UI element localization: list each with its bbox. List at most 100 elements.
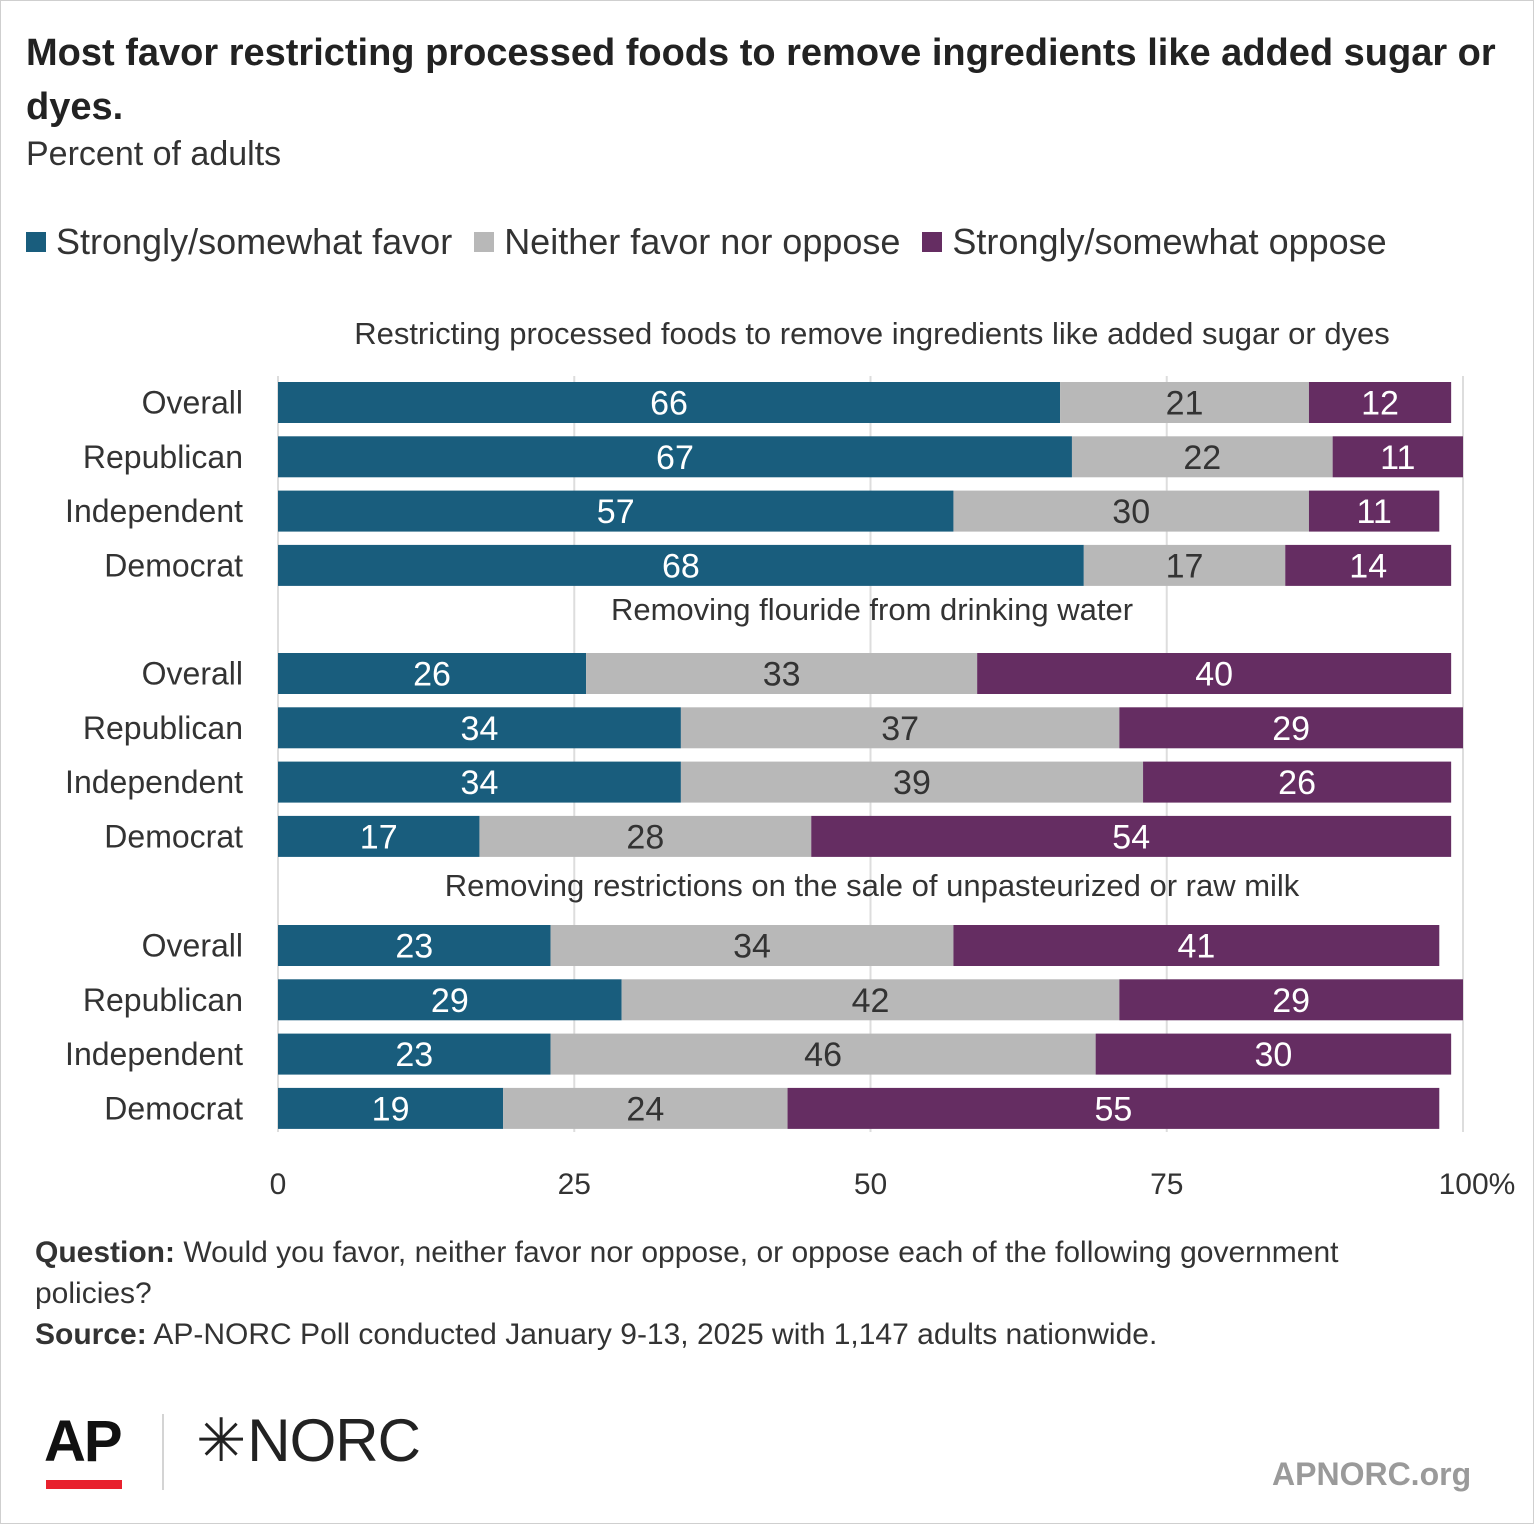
bar-segment-neither xyxy=(479,815,812,857)
data-label-favor: 23 xyxy=(395,1036,433,1074)
data-label-favor: 67 xyxy=(656,439,694,477)
bar-segment-favor xyxy=(278,761,681,803)
data-label-favor: 29 xyxy=(431,982,469,1020)
data-label-favor: 57 xyxy=(597,493,635,531)
question-text: Would you favor, neither favor nor oppos… xyxy=(35,1236,1339,1310)
data-label-oppose: 54 xyxy=(1112,818,1150,856)
bar-segment-favor xyxy=(278,382,1061,423)
bar-segment-neither xyxy=(550,1033,1096,1075)
data-label-favor: 26 xyxy=(413,656,451,694)
bar-segment-neither xyxy=(621,979,1120,1021)
category-label: Republican xyxy=(83,710,243,746)
category-label: Democrat xyxy=(104,818,243,854)
bar-segment-neither xyxy=(586,653,978,694)
data-label-neither: 46 xyxy=(804,1036,842,1074)
data-label-neither: 24 xyxy=(626,1090,664,1128)
ap-logo: AP xyxy=(44,1409,123,1474)
data-label-neither: 33 xyxy=(763,656,801,694)
x-tick-label: 100% xyxy=(1439,1168,1516,1201)
bar-segment-oppose xyxy=(953,925,1440,966)
data-label-neither: 37 xyxy=(881,710,919,748)
bar-segment-neither xyxy=(953,490,1309,532)
source-text: AP-NORC Poll conducted January 9-13, 202… xyxy=(146,1318,1158,1351)
legend-item-favor: Strongly/somewhat favor xyxy=(26,221,452,263)
data-label-oppose: 26 xyxy=(1278,764,1316,802)
source-note: Source: AP-NORC Poll conducted January 9… xyxy=(35,1314,1455,1355)
legend-label-oppose: Strongly/somewhat oppose xyxy=(952,221,1387,262)
source-label: Source: xyxy=(35,1318,147,1351)
data-label-favor: 68 xyxy=(662,547,700,585)
data-label-favor: 34 xyxy=(461,710,499,748)
data-label-oppose: 41 xyxy=(1177,928,1215,966)
category-label: Democrat xyxy=(104,1090,243,1126)
question-label: Question: xyxy=(35,1236,175,1269)
category-label: Independent xyxy=(65,493,243,529)
chart-notes: Question: Would you favor, neither favor… xyxy=(35,1232,1455,1355)
category-label: Overall xyxy=(142,385,243,421)
x-tick-label: 75 xyxy=(1150,1168,1183,1201)
stacked-bar-chart: 0 25 50 75 100% Restricting processed foods t… xyxy=(65,316,1516,1201)
category-label: Overall xyxy=(142,928,243,964)
bar-segment-favor xyxy=(278,653,587,694)
panel-title: Restricting processed foods to remove in… xyxy=(354,316,1390,351)
data-label-oppose: 30 xyxy=(1254,1036,1292,1074)
bar-segment-oppose xyxy=(1308,382,1452,423)
data-label-oppose: 55 xyxy=(1095,1090,1133,1128)
bar-segment-oppose xyxy=(977,653,1452,694)
x-tick-label: 25 xyxy=(558,1168,591,1201)
bar-segment-neither xyxy=(503,1087,788,1129)
legend-label-favor: Strongly/somewhat favor xyxy=(56,221,453,262)
chart-title: Most favor restricting processed foods t… xyxy=(26,32,1496,128)
data-label-favor: 23 xyxy=(395,928,433,966)
question-note: Question: Would you favor, neither favor… xyxy=(35,1232,1455,1314)
chart-legend: Strongly/somewhat favor Neither favor no… xyxy=(26,220,1409,264)
panel-title: Removing restrictions on the sale of unp… xyxy=(445,868,1300,903)
bar-segment-favor xyxy=(278,925,551,966)
bar-segment-oppose xyxy=(1308,490,1440,532)
bar-segment-neither xyxy=(1083,544,1286,586)
data-label-favor: 34 xyxy=(461,764,499,802)
x-tick-label: 50 xyxy=(854,1168,887,1201)
category-label: Independent xyxy=(65,764,243,800)
bar-segment-favor xyxy=(278,544,1084,586)
data-label-neither: 30 xyxy=(1112,493,1150,531)
data-label-favor: 66 xyxy=(650,385,688,423)
bar-segment-favor xyxy=(278,436,1072,478)
data-label-neither: 28 xyxy=(626,818,664,856)
data-label-oppose: 14 xyxy=(1349,547,1387,585)
bar-segment-favor xyxy=(278,1033,551,1075)
bar-segment-favor xyxy=(278,707,681,749)
bar-segment-oppose xyxy=(1143,761,1452,803)
legend-item-oppose: Strongly/somewhat oppose xyxy=(922,221,1387,263)
category-label: Democrat xyxy=(104,547,243,583)
category-label: Overall xyxy=(142,656,243,692)
logo-divider xyxy=(162,1414,164,1490)
data-label-neither: 21 xyxy=(1166,385,1204,423)
category-label: Republican xyxy=(83,982,243,1018)
legend-swatch-neither xyxy=(474,232,495,252)
bar-segment-oppose xyxy=(811,815,1452,857)
bar-segment-oppose xyxy=(1285,544,1452,586)
legend-swatch-oppose xyxy=(922,232,943,252)
bar-segment-neither xyxy=(550,925,954,966)
site-link[interactable]: APNORC.org xyxy=(1272,1456,1472,1492)
x-tick-label: 0 xyxy=(270,1168,287,1201)
bar-segment-neither xyxy=(680,761,1144,803)
bar-segment-favor xyxy=(278,979,622,1021)
bar-segment-neither xyxy=(1071,436,1333,478)
bar-segment-favor xyxy=(278,815,480,857)
bar-segment-favor xyxy=(278,490,954,532)
category-label: Independent xyxy=(65,1036,243,1072)
data-label-neither: 39 xyxy=(893,764,931,802)
category-label: Republican xyxy=(83,439,243,475)
bar-segment-oppose xyxy=(1332,436,1463,478)
bar-segment-neither xyxy=(680,707,1120,749)
legend-swatch-favor xyxy=(26,232,46,252)
legend-label-neither: Neither favor nor oppose xyxy=(504,221,901,262)
legend-item-neither: Neither favor nor oppose xyxy=(474,221,900,263)
data-label-favor: 17 xyxy=(360,818,398,856)
data-label-oppose: 29 xyxy=(1272,982,1310,1020)
bar-segment-neither xyxy=(1060,382,1309,423)
chart-subtitle: Percent of adults xyxy=(26,135,282,173)
